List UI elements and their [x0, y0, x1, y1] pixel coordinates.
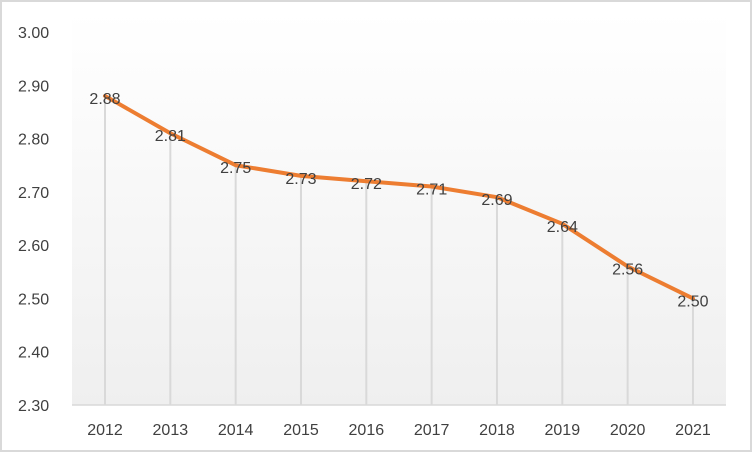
data-label: 2.56 [612, 261, 643, 278]
data-label: 2.64 [547, 219, 578, 236]
data-label: 2.71 [416, 182, 447, 199]
data-label: 2.50 [677, 293, 708, 310]
y-tick-label: 2.40 [18, 345, 49, 362]
x-tick-label: 2013 [153, 422, 189, 439]
x-tick-label: 2018 [479, 422, 515, 439]
y-tick-label: 2.80 [18, 132, 49, 149]
data-label: 2.72 [351, 176, 382, 193]
y-tick-label: 2.70 [18, 185, 49, 202]
x-tick-label: 2017 [414, 422, 450, 439]
data-label: 2.75 [220, 160, 251, 177]
x-tick-label: 2012 [87, 422, 123, 439]
x-tick-label: 2019 [545, 422, 581, 439]
x-tick-label: 2015 [283, 422, 319, 439]
x-tick-label: 2020 [610, 422, 646, 439]
series-line [103, 93, 695, 301]
plot-area [72, 12, 726, 405]
data-label: 2.69 [481, 192, 512, 209]
y-tick-label: 3.00 [18, 25, 49, 42]
data-label: 2.81 [155, 128, 186, 145]
x-tick-label: 2014 [218, 422, 254, 439]
data-label: 2.88 [89, 91, 120, 108]
data-label: 2.73 [285, 171, 316, 188]
x-tick-label: 2021 [675, 422, 711, 439]
y-tick-label: 2.30 [18, 398, 49, 415]
y-tick-label: 2.90 [18, 78, 49, 95]
y-tick-label: 2.50 [18, 291, 49, 308]
x-tick-label: 2016 [349, 422, 385, 439]
y-tick-label: 2.60 [18, 238, 49, 255]
